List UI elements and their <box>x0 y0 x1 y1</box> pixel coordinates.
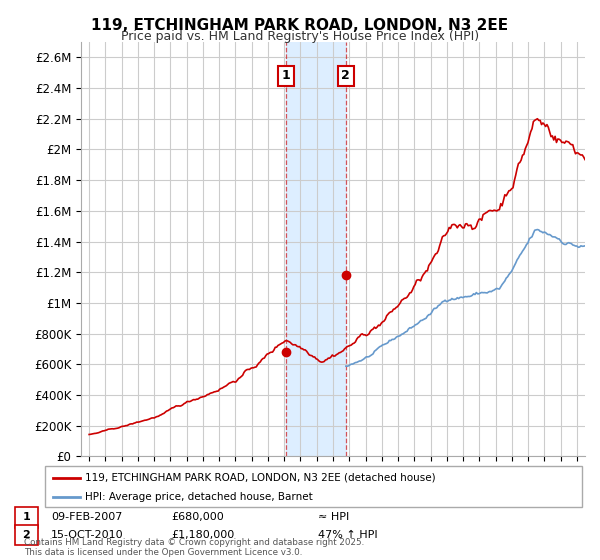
Text: 2: 2 <box>341 69 350 82</box>
Text: £680,000: £680,000 <box>171 512 224 522</box>
Text: Contains HM Land Registry data © Crown copyright and database right 2025.
This d: Contains HM Land Registry data © Crown c… <box>24 538 364 557</box>
Text: £1,180,000: £1,180,000 <box>171 530 234 540</box>
Bar <box>286 42 346 456</box>
Text: HPI: Average price, detached house, Barnet: HPI: Average price, detached house, Barn… <box>85 492 313 502</box>
Text: 1: 1 <box>23 512 30 522</box>
Text: Price paid vs. HM Land Registry's House Price Index (HPI): Price paid vs. HM Land Registry's House … <box>121 30 479 43</box>
Text: 47% ↑ HPI: 47% ↑ HPI <box>318 530 377 540</box>
Text: 1: 1 <box>281 69 290 82</box>
Text: 2: 2 <box>23 530 30 540</box>
Text: ≈ HPI: ≈ HPI <box>318 512 349 522</box>
FancyBboxPatch shape <box>45 466 582 507</box>
Text: 119, ETCHINGHAM PARK ROAD, LONDON, N3 2EE: 119, ETCHINGHAM PARK ROAD, LONDON, N3 2E… <box>91 18 509 33</box>
Text: 09-FEB-2007: 09-FEB-2007 <box>51 512 122 522</box>
Text: 15-OCT-2010: 15-OCT-2010 <box>51 530 124 540</box>
Text: 119, ETCHINGHAM PARK ROAD, LONDON, N3 2EE (detached house): 119, ETCHINGHAM PARK ROAD, LONDON, N3 2E… <box>85 473 436 483</box>
